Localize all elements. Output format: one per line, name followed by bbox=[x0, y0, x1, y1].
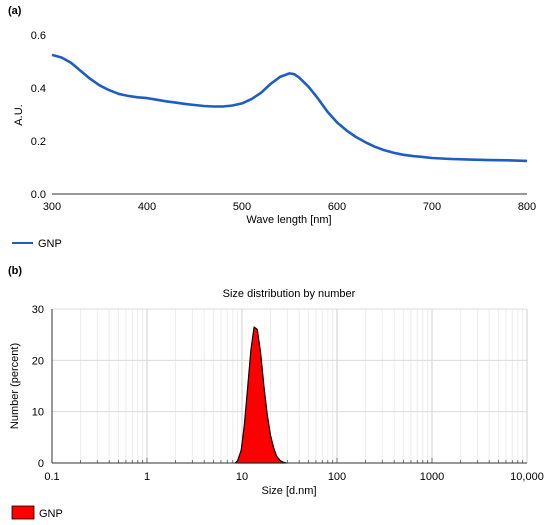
panel-a-x-tick-label: 700 bbox=[423, 201, 441, 213]
panel-b-x-ticks: 0.1 1 10 100 1000 10,000 bbox=[44, 471, 543, 483]
panel-b-y-ticks: 0 10 20 30 bbox=[32, 304, 44, 470]
panel-a-x-tick-label: 400 bbox=[138, 201, 156, 213]
panel-a-y-label: A.U. bbox=[13, 104, 25, 125]
panel-b-y-tick-label: 30 bbox=[32, 304, 44, 316]
panel-a-y-tick-label: 0.0 bbox=[31, 189, 46, 201]
panel-a-y-tick-label: 0.2 bbox=[31, 136, 46, 148]
panel-b-y-label: Number (percent) bbox=[9, 343, 21, 429]
panel-b-title: Size distribution by number bbox=[223, 288, 356, 300]
panel-b-legend: GNP bbox=[11, 505, 63, 520]
panel-b-grid bbox=[51, 308, 528, 463]
panel-b-legend-label: GNP bbox=[39, 508, 63, 520]
panel-b-x-tick-label: 10 bbox=[236, 471, 248, 483]
panel-a-y-ticks: 0.0 0.2 0.4 0.6 bbox=[31, 30, 46, 201]
panel-b-x-tick-label: 100 bbox=[328, 471, 346, 483]
panel-a-label: (a) bbox=[8, 5, 22, 17]
panel-b-x-tick-label: 0.1 bbox=[44, 471, 59, 483]
panel-a-x-tick-label: 800 bbox=[518, 201, 536, 213]
panel-b-y-tick-label: 10 bbox=[32, 407, 44, 419]
panel-a-x-ticks: 300 400 500 600 700 800 bbox=[43, 201, 536, 213]
panel-b-x-tick-label: 10,000 bbox=[510, 471, 544, 483]
panel-a-legend-label: GNP bbox=[38, 238, 62, 250]
panel-a-x-tick-label: 500 bbox=[233, 201, 251, 213]
panel-a-y-tick-label: 0.4 bbox=[31, 83, 46, 95]
panel-a-x-tick-label: 600 bbox=[328, 201, 346, 213]
panel-a: (a) 0.0 0.2 0.4 0.6 300 400 500 600 700 800 A.U.… bbox=[8, 5, 536, 250]
panel-b-x-tick-label: 1 bbox=[144, 471, 150, 483]
panel-b-x-label: Size [d.nm] bbox=[261, 485, 316, 497]
panel-a-legend: GNP bbox=[12, 238, 62, 250]
legend-fill-swatch bbox=[11, 505, 35, 520]
panel-b-x-tick-label: 1000 bbox=[420, 471, 444, 483]
panel-b-label: (b) bbox=[8, 265, 22, 277]
panel-a-y-tick-label: 0.6 bbox=[31, 30, 46, 42]
series-area-gnp bbox=[234, 326, 287, 464]
panel-a-x-tick-label: 300 bbox=[43, 201, 61, 213]
panel-a-x-label: Wave length [nm] bbox=[246, 214, 331, 226]
series-line-gnp bbox=[51, 53, 528, 163]
panel-b-y-tick-label: 0 bbox=[38, 458, 44, 470]
panel-b-y-tick-label: 20 bbox=[32, 355, 44, 367]
panel-b: (b) Size distribution by number 0102030 … bbox=[8, 265, 544, 520]
